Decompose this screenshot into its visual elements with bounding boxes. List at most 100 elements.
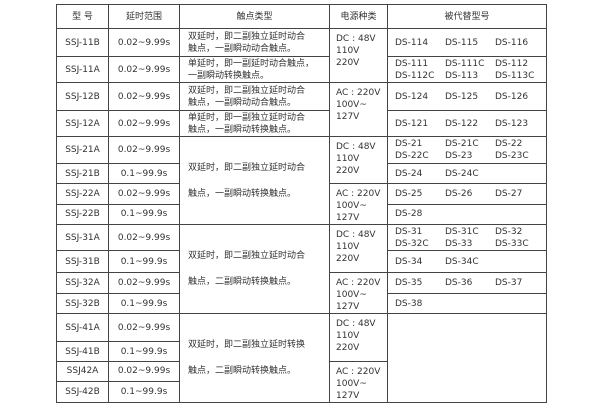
contact-type-cell: 双延时，即二副独立延时动合 触点，一副瞬动转换触点。 <box>179 136 330 225</box>
delay-range-cell: 0.02~9.99s <box>108 110 180 137</box>
replaced-models-list: DS-34 DS-34C <box>392 256 542 268</box>
replaced-model: DS-25 <box>395 188 423 199</box>
power-text-line: 127V <box>336 112 360 122</box>
power-type-cell: AC : 220V 100V~ 127V <box>329 272 388 314</box>
model-cell: SSJ-12B <box>56 82 109 111</box>
model-cell: SSJ-41A <box>56 313 109 342</box>
replaced-model: DS-115 <box>445 37 479 48</box>
replaced-model: DS-126 <box>495 91 529 102</box>
power-type-cell: DC : 48V 110V 220V <box>329 224 388 273</box>
replaced-models-cell: DS-25 DS-26 DS-27 <box>387 183 547 205</box>
replaced-models-cell: DS-124 DS-125 DS-126 <box>387 82 547 111</box>
contact-text-line: 双延时，即二副独立延时转换 <box>188 340 306 350</box>
replaced-models-list: DS-25 DS-26 DS-27 <box>392 188 542 200</box>
replaced-model: DS-35 <box>395 278 423 288</box>
power-text-line: 127V <box>336 302 360 312</box>
delay-range-cell: 0.1~99.9s <box>108 163 180 184</box>
replaced-model: DS-124 <box>395 91 429 102</box>
header-model: 型 号 <box>56 4 109 29</box>
relay-replacement-table: 型 号 延时范围 触点类型 电源种类 被代替型号 SSJ-11B 0.02~9.9… <box>56 4 547 403</box>
model-cell: SSJ-21A <box>56 136 109 164</box>
contact-text-line: 触点，二副瞬动转换触点。 <box>188 277 297 287</box>
power-text-line: 100V~ <box>336 100 367 110</box>
replaced-model: DS-111 <box>395 58 429 69</box>
replaced-model: DS-34C <box>445 256 479 267</box>
replaced-model: DS-114 <box>395 37 429 48</box>
delay-range-cell: 0.1~99.9s <box>108 380 180 403</box>
power-text-line: 127V <box>336 213 360 223</box>
delay-range-cell: 0.02~9.99s <box>108 136 180 164</box>
replaced-model: DS-121 <box>395 118 429 129</box>
power-text-line: 110V <box>336 46 360 56</box>
model-cell: SSJ-41B <box>56 341 109 362</box>
replaced-models-list: DS-114 DS-115 DS-116 <box>392 37 542 49</box>
replaced-model: DS-21 <box>395 139 423 149</box>
contact-text-line: 单延时，即一副独立延时动合 <box>188 112 306 123</box>
replaced-models-cell: DS-28 <box>387 203 547 225</box>
replaced-model: DS-31 <box>395 226 423 237</box>
contact-text-line: 触点，一副瞬动动合触点。 <box>188 97 297 108</box>
replaced-model: DS-33 <box>445 238 473 249</box>
replaced-model: DS-125 <box>445 91 479 102</box>
contact-text-line: 双延时，即二副独立延时动合 <box>188 85 306 96</box>
delay-range-cell: 0.02~9.99s <box>108 271 180 295</box>
delay-range-cell: 0.02~9.99s <box>108 183 180 205</box>
table-row: SSJ-12A 0.02~9.99s 单延时，即一副独立延时动合 触点，一副瞬动转换触… <box>56 110 547 137</box>
power-text-line: 220V <box>336 254 360 264</box>
replaced-model: DS-33C <box>495 238 529 249</box>
replaced-model: DS-36 <box>445 278 473 288</box>
replaced-model: DS-28 <box>395 209 423 220</box>
contact-text-line: 双延时，即二副独立延时动合 <box>188 31 306 42</box>
replaced-model: DS-22C <box>395 151 429 161</box>
power-text-line: 220V <box>336 343 360 353</box>
power-type-cell: DC : 48V 110V 220V <box>329 28 388 83</box>
contact-type-cell: 单延时，即一副延时动合触点， 一副瞬动转换触点。 <box>179 56 330 83</box>
model-cell: SSJ-11A <box>56 56 109 83</box>
replaced-model: DS-27 <box>495 188 523 199</box>
model-cell: SSJ-42B <box>56 380 109 403</box>
contact-text-line: 触点，一副瞬动转换触点。 <box>188 188 297 199</box>
model-cell: SSJ-11B <box>56 28 109 57</box>
power-text-line: 100V~ <box>336 201 367 211</box>
contact-type-cell: 双延时，即二副独立延时动合 触点，一副瞬动动合触点。 <box>179 28 330 57</box>
replaced-model: DS-111C <box>445 58 485 69</box>
replaced-models-list: DS-111 DS-111C DS-112 DS-112C DS-113 DS-113C <box>392 58 542 82</box>
delay-range-cell: 0.02~9.99s <box>108 361 180 382</box>
contact-text-line: 触点，一副瞬动动合触点。 <box>188 43 297 54</box>
contact-type-cell: 双延时，即二副独立延时动合 触点，二副瞬动转换触点。 <box>179 224 330 314</box>
replaced-model: DS-22 <box>495 139 523 149</box>
table-row: SSJ-31A 0.02~9.99s 双延时，即二副独立延时动合 触点，二副瞬动转换触… <box>56 224 547 314</box>
replaced-models-cell: DS-31 DS-31C DS-32 DS-32C DS-33 DS-33C <box>387 224 547 251</box>
power-type-cell: AC : 220V 100V~ 127V <box>329 183 388 225</box>
power-text-line: AC : 220V <box>336 189 381 199</box>
power-text-line: DC : 48V <box>336 319 376 329</box>
replaced-models-list: DS-38 <box>392 298 542 310</box>
replaced-model: DS-24 <box>395 168 423 179</box>
contact-text-line: 触点，一副瞬动转换触点。 <box>188 124 297 135</box>
model-cell: SSJ42A <box>56 361 109 382</box>
contact-text-line: 触点，二副瞬动转换触点。 <box>188 366 297 376</box>
replaced-model: DS-113C <box>495 70 535 81</box>
replaced-model: DS-24C <box>445 168 479 179</box>
replaced-models-list: DS-124 DS-125 DS-126 <box>392 91 542 103</box>
replaced-models-cell <box>387 313 547 403</box>
power-type-cell: DC : 48V 110V 220V <box>329 313 388 362</box>
contact-text-line: 一副瞬动转换触点。 <box>188 70 270 81</box>
power-type-cell: DC : 48V 110V 220V <box>329 136 388 184</box>
contact-type-cell: 双延时，即二副独立延时动合 触点，一副瞬动动合触点。 <box>179 82 330 111</box>
replaced-model: DS-122 <box>445 118 479 129</box>
model-cell: SSJ-32B <box>56 293 109 314</box>
model-cell: SSJ-32A <box>56 271 109 295</box>
power-text-line: 220V <box>336 166 360 176</box>
power-text-line: 127V <box>336 391 360 401</box>
replaced-model: DS-32C <box>395 238 429 249</box>
replaced-model: DS-34 <box>395 256 423 267</box>
power-type-cell: AC : 220V 100V~ 127V <box>329 82 388 137</box>
table-row: SSJ-41B 0.1~99.9s <box>56 341 547 362</box>
delay-range-cell: 0.1~99.9s <box>108 203 180 225</box>
contact-text-line: 单延时，即一副延时动合触点， <box>188 58 315 69</box>
replaced-models-list: DS-21 DS-21C DS-22 DS-22C DS-23 DS-23C <box>392 138 542 162</box>
replaced-model: DS-37 <box>495 278 523 288</box>
header-replaced-models: 被代替型号 <box>387 4 547 29</box>
power-text-line: 100V~ <box>336 290 367 300</box>
